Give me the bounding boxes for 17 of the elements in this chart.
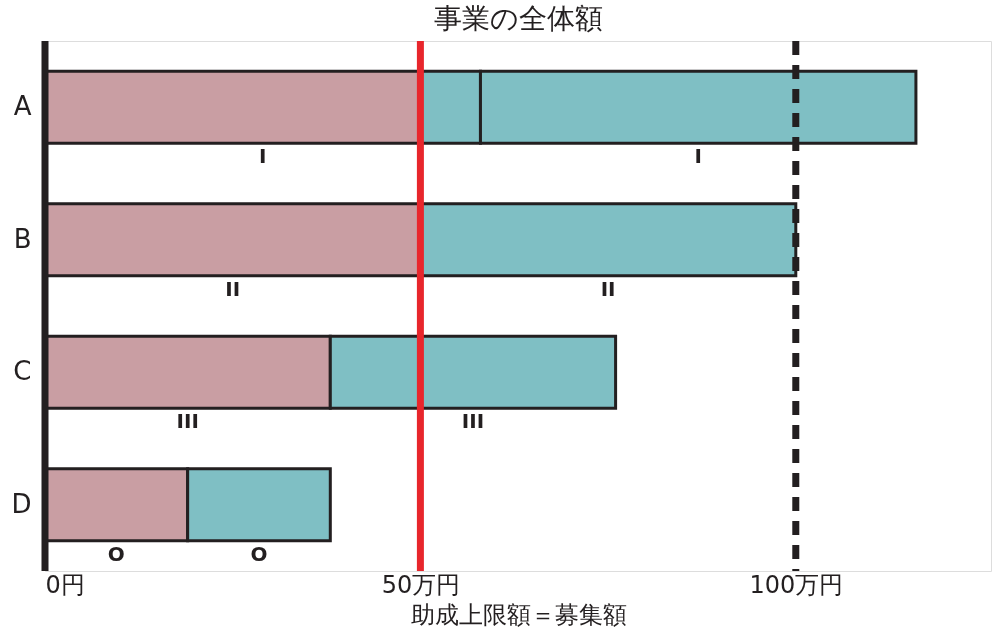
annotation: II [225, 276, 241, 301]
y-tick-label: B [13, 223, 32, 254]
annotation: III [176, 409, 199, 434]
annotation: O [250, 541, 268, 566]
x-tick-label: 0円 [45, 570, 85, 599]
x-tick-label: 50万円 [381, 570, 461, 599]
y-tick-label: D [11, 488, 32, 519]
y-tick-label: C [13, 356, 32, 387]
annotation: III [461, 409, 485, 434]
annotation: II [600, 276, 616, 301]
x-tick-label: 100万円 [749, 570, 844, 599]
annotation: I [259, 144, 267, 169]
chart-title: 事業の全体額 [433, 1, 603, 35]
x-axis-title: 助成上限額＝募集額 [410, 600, 627, 629]
y-tick-label: A [13, 91, 32, 122]
annotation: O [107, 541, 125, 566]
annotation: I [694, 144, 702, 169]
